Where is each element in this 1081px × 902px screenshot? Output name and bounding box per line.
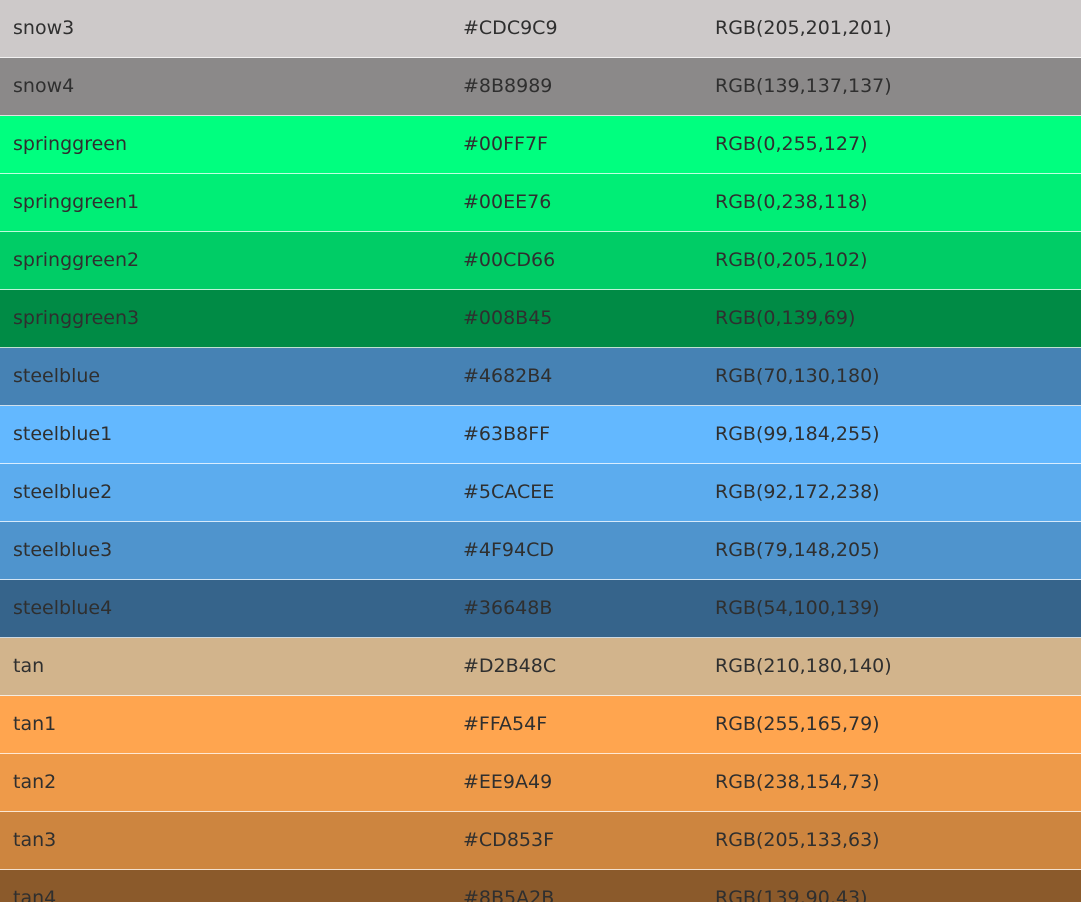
color-hex: #4F94CD: [463, 539, 555, 561]
color-hex: #5CACEE: [463, 481, 555, 503]
color-rgb: RGB(70,130,180): [715, 365, 880, 387]
color-rgb: RGB(0,139,69): [715, 307, 856, 329]
color-name: tan1: [13, 713, 57, 735]
color-name: springgreen: [13, 133, 128, 155]
color-hex: #008B45: [463, 307, 553, 329]
color-row-steelblue1: steelblue1 #63B8FF RGB(99,184,255): [0, 406, 1081, 464]
color-row-springgreen2: springgreen2 #00CD66 RGB(0,205,102): [0, 232, 1081, 290]
color-name: springgreen2: [13, 249, 140, 271]
color-row-steelblue: steelblue #4682B4 RGB(70,130,180): [0, 348, 1081, 406]
color-name: springgreen1: [13, 191, 140, 213]
color-row-springgreen1: springgreen1 #00EE76 RGB(0,238,118): [0, 174, 1081, 232]
color-rgb: RGB(255,165,79): [715, 713, 880, 735]
color-row-steelblue4: steelblue4 #36648B RGB(54,100,139): [0, 580, 1081, 638]
color-hex: #00FF7F: [463, 133, 548, 155]
color-hex: #D2B48C: [463, 655, 557, 677]
color-name: steelblue: [13, 365, 101, 387]
color-hex: #00CD66: [463, 249, 556, 271]
color-rgb: RGB(238,154,73): [715, 771, 880, 793]
color-row-tan3: tan3 #CD853F RGB(205,133,63): [0, 812, 1081, 870]
color-rgb: RGB(0,205,102): [715, 249, 868, 271]
color-hex: #36648B: [463, 597, 553, 619]
color-row-tan4: tan4 #8B5A2B RGB(139,90,43): [0, 870, 1081, 902]
color-row-tan1: tan1 #FFA54F RGB(255,165,79): [0, 696, 1081, 754]
color-hex: #FFA54F: [463, 713, 548, 735]
color-hex: #4682B4: [463, 365, 553, 387]
color-rgb: RGB(205,133,63): [715, 829, 880, 851]
color-rgb: RGB(54,100,139): [715, 597, 880, 619]
color-rgb: RGB(92,172,238): [715, 481, 880, 503]
color-hex: #8B5A2B: [463, 887, 555, 902]
color-name: springgreen3: [13, 307, 140, 329]
color-rgb: RGB(210,180,140): [715, 655, 892, 677]
color-name: tan2: [13, 771, 57, 793]
color-rgb: RGB(139,137,137): [715, 75, 892, 97]
color-name: steelblue4: [13, 597, 113, 619]
color-name: snow4: [13, 75, 75, 97]
color-row-springgreen3: springgreen3 #008B45 RGB(0,139,69): [0, 290, 1081, 348]
color-hex: #00EE76: [463, 191, 552, 213]
color-row-springgreen: springgreen #00FF7F RGB(0,255,127): [0, 116, 1081, 174]
color-rgb: RGB(99,184,255): [715, 423, 880, 445]
color-row-tan2: tan2 #EE9A49 RGB(238,154,73): [0, 754, 1081, 812]
color-hex: #CDC9C9: [463, 17, 558, 39]
color-row-snow4: snow4 #8B8989 RGB(139,137,137): [0, 58, 1081, 116]
color-rgb: RGB(0,238,118): [715, 191, 868, 213]
color-name: tan4: [13, 887, 57, 902]
color-rgb: RGB(79,148,205): [715, 539, 880, 561]
color-name: steelblue3: [13, 539, 113, 561]
color-rgb: RGB(0,255,127): [715, 133, 868, 155]
color-name: steelblue1: [13, 423, 113, 445]
color-name: tan: [13, 655, 45, 677]
color-row-tan: tan #D2B48C RGB(210,180,140): [0, 638, 1081, 696]
color-hex: #63B8FF: [463, 423, 551, 445]
color-row-snow3: snow3 #CDC9C9 RGB(205,201,201): [0, 0, 1081, 58]
color-name: steelblue2: [13, 481, 113, 503]
color-hex: #CD853F: [463, 829, 555, 851]
color-row-steelblue3: steelblue3 #4F94CD RGB(79,148,205): [0, 522, 1081, 580]
color-rgb: RGB(139,90,43): [715, 887, 868, 902]
color-row-steelblue2: steelblue2 #5CACEE RGB(92,172,238): [0, 464, 1081, 522]
color-name: tan3: [13, 829, 57, 851]
color-hex: #EE9A49: [463, 771, 553, 793]
color-rgb: RGB(205,201,201): [715, 17, 892, 39]
color-hex: #8B8989: [463, 75, 553, 97]
color-name: snow3: [13, 17, 75, 39]
